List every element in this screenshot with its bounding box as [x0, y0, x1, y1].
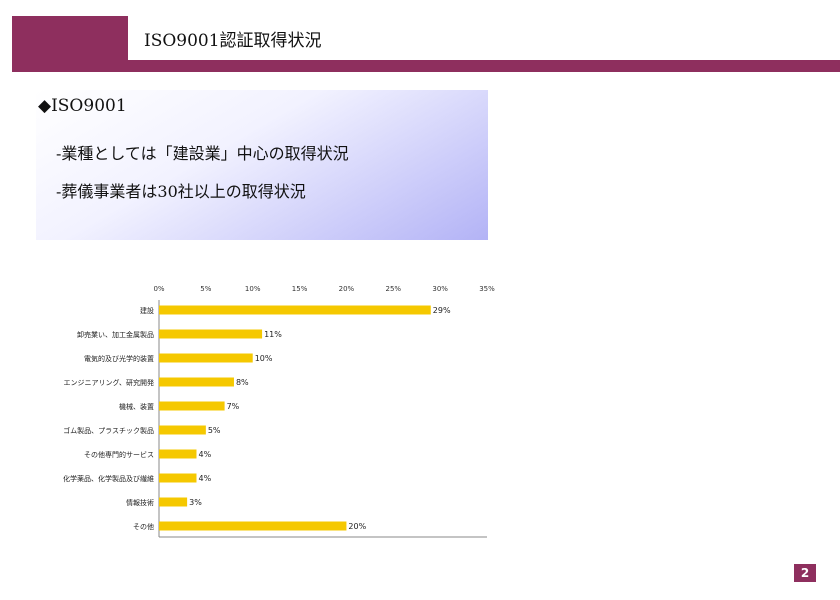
category-label: エンジニアリング、研究開発 — [63, 378, 154, 387]
bar — [159, 353, 253, 363]
data-label: 11% — [264, 330, 282, 339]
summary-line-1: -業種としては「建設業」中心の取得状況 — [56, 144, 349, 163]
summary-line-2: -葬儀事業者は30社以上の取得状況 — [56, 182, 306, 201]
bar — [159, 521, 347, 531]
category-label: 卸売業い、加工金属製品 — [77, 330, 154, 339]
data-label: 8% — [236, 378, 249, 387]
category-label: その他 — [133, 522, 154, 531]
data-label: 3% — [189, 498, 202, 507]
category-label: ゴム製品、プラスチック製品 — [63, 426, 154, 435]
category-label: 建設 — [140, 306, 154, 315]
data-label: 10% — [255, 354, 273, 363]
x-tick-label: 0% — [153, 285, 164, 293]
summary-heading: ◆ISO9001 — [38, 96, 127, 116]
data-label: 7% — [227, 402, 240, 411]
summary-box — [36, 90, 488, 240]
bar — [159, 329, 263, 339]
category-label: 情報技術 — [126, 498, 154, 507]
bar — [159, 377, 234, 387]
bar — [159, 449, 197, 459]
bar — [159, 425, 206, 435]
x-tick-label: 35% — [479, 285, 495, 293]
data-label: 5% — [208, 426, 221, 435]
page-title: ISO9001認証取得状況 — [144, 31, 322, 51]
bar — [159, 497, 188, 507]
bar — [159, 473, 197, 483]
data-label: 29% — [433, 306, 451, 315]
category-label: その他専門的サービス — [84, 450, 154, 459]
x-tick-label: 20% — [339, 285, 355, 293]
page-number: 2 — [794, 564, 816, 582]
data-label: 20% — [348, 522, 366, 531]
x-tick-label: 5% — [200, 285, 211, 293]
x-tick-label: 25% — [386, 285, 402, 293]
category-label: 化学薬品、化学製品及び繊維 — [63, 474, 154, 483]
bar — [159, 305, 431, 315]
x-tick-label: 15% — [292, 285, 308, 293]
data-label: 4% — [198, 450, 211, 459]
bar — [159, 401, 225, 411]
x-tick-label: 10% — [245, 285, 261, 293]
category-label: 機械、装置 — [119, 402, 154, 411]
header-rule — [12, 60, 840, 72]
category-label: 電気的及び光学的装置 — [84, 354, 154, 363]
data-label: 4% — [198, 474, 211, 483]
x-tick-label: 30% — [432, 285, 448, 293]
